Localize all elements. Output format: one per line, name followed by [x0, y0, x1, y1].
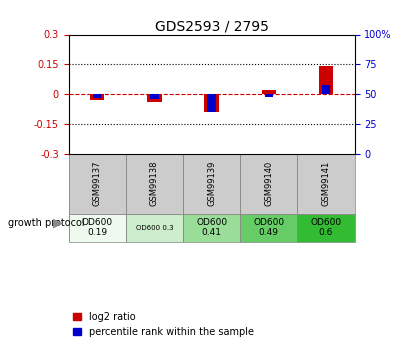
Text: GSM99139: GSM99139	[207, 161, 216, 206]
FancyBboxPatch shape	[183, 214, 240, 242]
Text: OD600
0.49: OD600 0.49	[253, 218, 285, 237]
Text: OD600
0.19: OD600 0.19	[81, 218, 113, 237]
Bar	[204, 94, 219, 112]
Bar	[90, 94, 104, 100]
Bar	[150, 94, 159, 99]
Text: GSM99141: GSM99141	[322, 161, 330, 206]
Bar	[147, 94, 162, 102]
Bar	[262, 90, 276, 94]
FancyBboxPatch shape	[240, 214, 297, 242]
Bar	[93, 94, 102, 98]
Title: GDS2593 / 2795: GDS2593 / 2795	[155, 19, 268, 33]
Text: GSM99137: GSM99137	[93, 161, 102, 206]
FancyBboxPatch shape	[69, 154, 126, 214]
Text: ▶: ▶	[53, 216, 62, 229]
Text: growth protocol: growth protocol	[8, 218, 85, 227]
FancyBboxPatch shape	[69, 214, 126, 242]
Text: OD600 0.3: OD600 0.3	[135, 225, 173, 230]
Bar	[319, 66, 333, 94]
Bar	[207, 94, 216, 112]
FancyBboxPatch shape	[297, 154, 355, 214]
Text: GSM99138: GSM99138	[150, 161, 159, 206]
FancyBboxPatch shape	[126, 154, 183, 214]
Text: OD600
0.41: OD600 0.41	[196, 218, 227, 237]
FancyBboxPatch shape	[240, 154, 297, 214]
Legend: log2 ratio, percentile rank within the sample: log2 ratio, percentile rank within the s…	[73, 312, 254, 337]
Text: OD600
0.6: OD600 0.6	[310, 218, 342, 237]
FancyBboxPatch shape	[126, 214, 183, 242]
FancyBboxPatch shape	[183, 154, 240, 214]
FancyBboxPatch shape	[297, 214, 355, 242]
Bar	[264, 94, 273, 97]
Bar	[322, 85, 330, 94]
Text: GSM99140: GSM99140	[264, 161, 273, 206]
